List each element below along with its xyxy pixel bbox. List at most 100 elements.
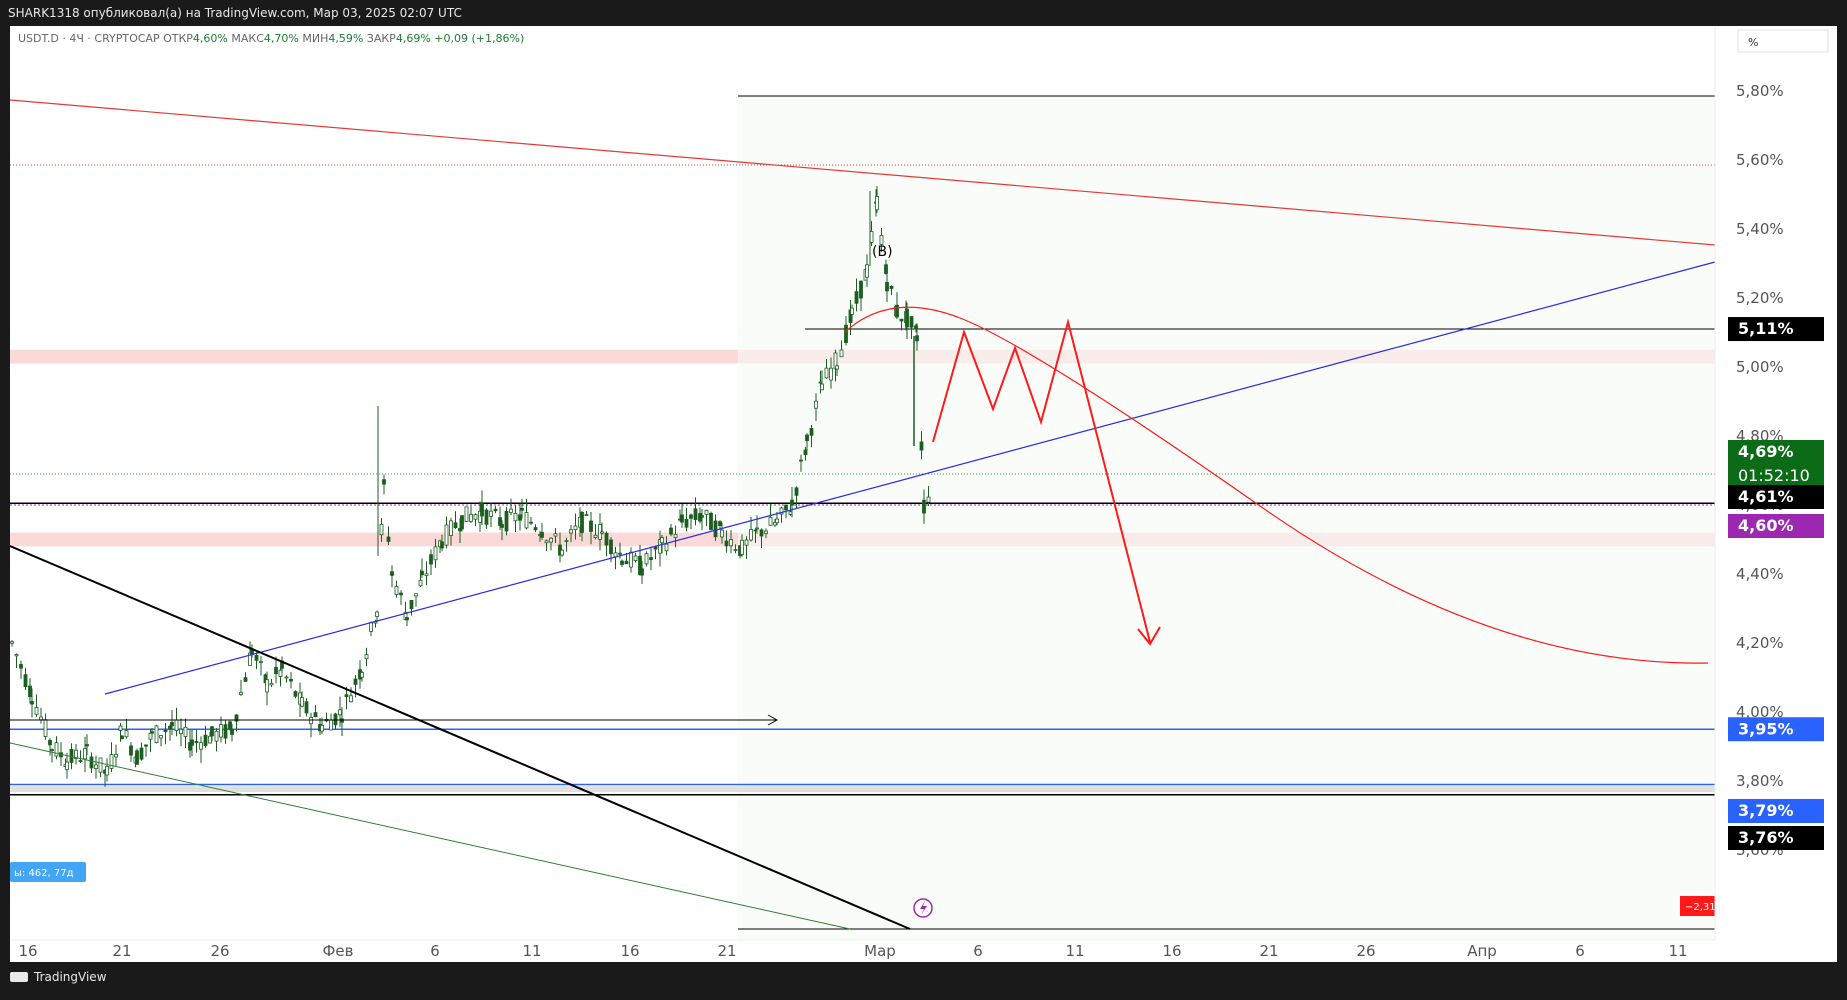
candle <box>364 647 369 667</box>
candle-body <box>803 449 808 456</box>
candle <box>390 565 394 588</box>
candle-body <box>673 533 678 538</box>
candle-body <box>669 527 673 535</box>
candle <box>83 736 87 773</box>
candle <box>889 285 894 295</box>
x-tick-label: 21 <box>112 942 131 960</box>
candle-body <box>493 508 498 512</box>
candle <box>593 524 598 540</box>
ohlc-value: 4,60% <box>193 32 231 45</box>
candle-body <box>54 742 59 757</box>
candle <box>564 537 569 552</box>
candle-body <box>724 540 729 547</box>
candle-body <box>360 672 364 678</box>
candle-body <box>98 757 103 773</box>
candle-body <box>749 529 753 541</box>
candle-body <box>83 748 87 760</box>
measure-arrow-head <box>767 714 779 726</box>
candle <box>500 520 504 541</box>
price-tag-label: 3,76% <box>1738 828 1794 847</box>
candle-body <box>364 654 369 660</box>
candle-body <box>814 400 818 409</box>
candle <box>19 660 23 679</box>
candle <box>74 743 78 765</box>
candle <box>429 549 433 575</box>
forecast-arc <box>844 306 1709 664</box>
candle-body <box>620 560 624 565</box>
candle-body <box>144 744 148 747</box>
candle <box>324 712 329 723</box>
candle <box>50 748 54 763</box>
candle-body <box>418 579 423 587</box>
chart-panel[interactable]: (B) ы: 462, 77д −2,31 (− 5,80% 5,60% 5,40% 5,… <box>9 26 1837 962</box>
wave-label: (B) <box>872 244 893 260</box>
legend-layer: USDT.D · 4Ч · CRYPTOCAP ОТКР4,60% МАКС4,… <box>18 32 524 45</box>
price-chart[interactable]: (B) ы: 462, 77д −2,31 (− 5,80% 5,60% 5,40% 5,… <box>9 26 1837 962</box>
candle <box>168 724 172 741</box>
candle-body <box>265 679 269 693</box>
candle-body <box>375 611 379 617</box>
candle <box>899 318 904 331</box>
candle <box>633 553 638 563</box>
candle-body <box>529 521 533 524</box>
candle-body <box>885 282 889 292</box>
candle <box>239 680 243 696</box>
candle-body <box>118 725 123 731</box>
candle <box>230 724 234 742</box>
candle-body <box>19 664 23 669</box>
price-tag-label: 5,11% <box>1738 319 1794 338</box>
candle-body <box>124 730 129 738</box>
candle-body <box>433 546 438 561</box>
candle <box>453 511 458 529</box>
candle-body <box>689 514 693 519</box>
candle-body <box>219 724 223 738</box>
candle-body <box>775 518 779 524</box>
candle-body <box>39 716 43 721</box>
price-tag <box>1728 485 1824 509</box>
candle <box>573 513 578 540</box>
candle-body <box>259 660 263 663</box>
candle <box>689 513 693 530</box>
candle <box>794 486 799 509</box>
candle <box>493 506 498 514</box>
candle-body <box>713 520 718 538</box>
candle <box>649 546 653 571</box>
footer: TradingView <box>10 970 107 984</box>
candle-body <box>274 667 278 675</box>
black-trendline <box>9 545 911 930</box>
candle-body <box>243 677 248 682</box>
candle <box>820 370 824 391</box>
candle <box>179 718 183 747</box>
candle <box>814 393 818 422</box>
x-tick-label: Фев <box>323 942 354 960</box>
price-tag-countdown: 01:52:10 <box>1738 466 1810 485</box>
candle-body <box>135 750 139 765</box>
candle-body <box>414 593 418 597</box>
candle <box>190 729 194 757</box>
candle-body <box>203 734 208 746</box>
tradingview-logo-icon <box>10 972 28 982</box>
candle <box>48 738 52 756</box>
candle-body <box>30 701 34 705</box>
candle <box>309 712 313 738</box>
candle-body <box>850 307 854 315</box>
candle-body <box>509 508 513 513</box>
candle-body <box>278 669 283 678</box>
x-tick-label: 26 <box>210 942 229 960</box>
candle <box>223 719 228 744</box>
candle <box>589 511 593 545</box>
candle-body <box>733 549 738 551</box>
symbol-name: USDT.D · 4Ч · CRYPTOCAP <box>18 32 163 45</box>
x-tick-label: 16 <box>18 942 37 960</box>
candle-body <box>609 539 613 555</box>
candle-body <box>755 527 759 530</box>
candle-body <box>875 195 879 211</box>
candle-body <box>553 533 558 537</box>
candles-layer <box>10 186 931 787</box>
price-tag-label: 4,60% <box>1738 516 1794 535</box>
y-tick-label: 5,40% <box>1736 220 1784 238</box>
candle-body <box>729 539 733 547</box>
candle <box>304 698 309 717</box>
candle <box>394 580 399 598</box>
candle-body <box>865 264 869 278</box>
